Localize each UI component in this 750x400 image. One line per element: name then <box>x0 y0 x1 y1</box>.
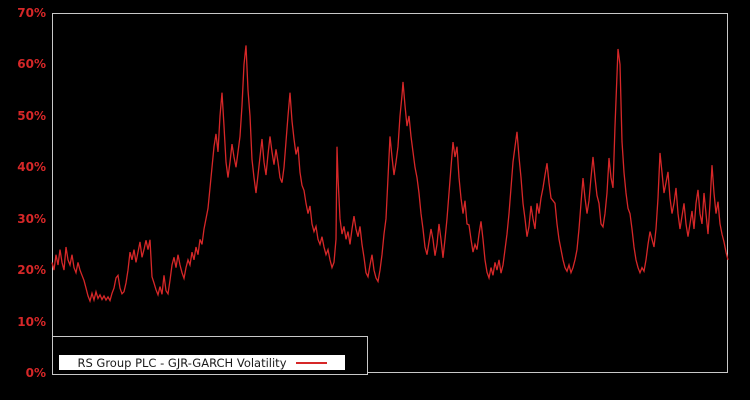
y-axis-tick-30: 30% <box>17 212 46 226</box>
legend-frame: RS Group PLC - GJR-GARCH Volatility <box>52 336 368 375</box>
y-axis-tick-0: 0% <box>25 366 46 380</box>
y-axis-tick-60: 60% <box>17 57 46 71</box>
legend-label: RS Group PLC - GJR-GARCH Volatility <box>77 355 287 370</box>
legend-line-swatch-icon <box>295 361 327 364</box>
y-axis-tick-70: 70% <box>17 6 46 20</box>
plot-area <box>52 13 728 373</box>
y-axis-tick-20: 20% <box>17 263 46 277</box>
legend-box: RS Group PLC - GJR-GARCH Volatility <box>59 355 345 370</box>
y-axis-tick-40: 40% <box>17 160 46 174</box>
y-axis-tick-50: 50% <box>17 109 46 123</box>
y-axis-tick-10: 10% <box>17 315 46 329</box>
